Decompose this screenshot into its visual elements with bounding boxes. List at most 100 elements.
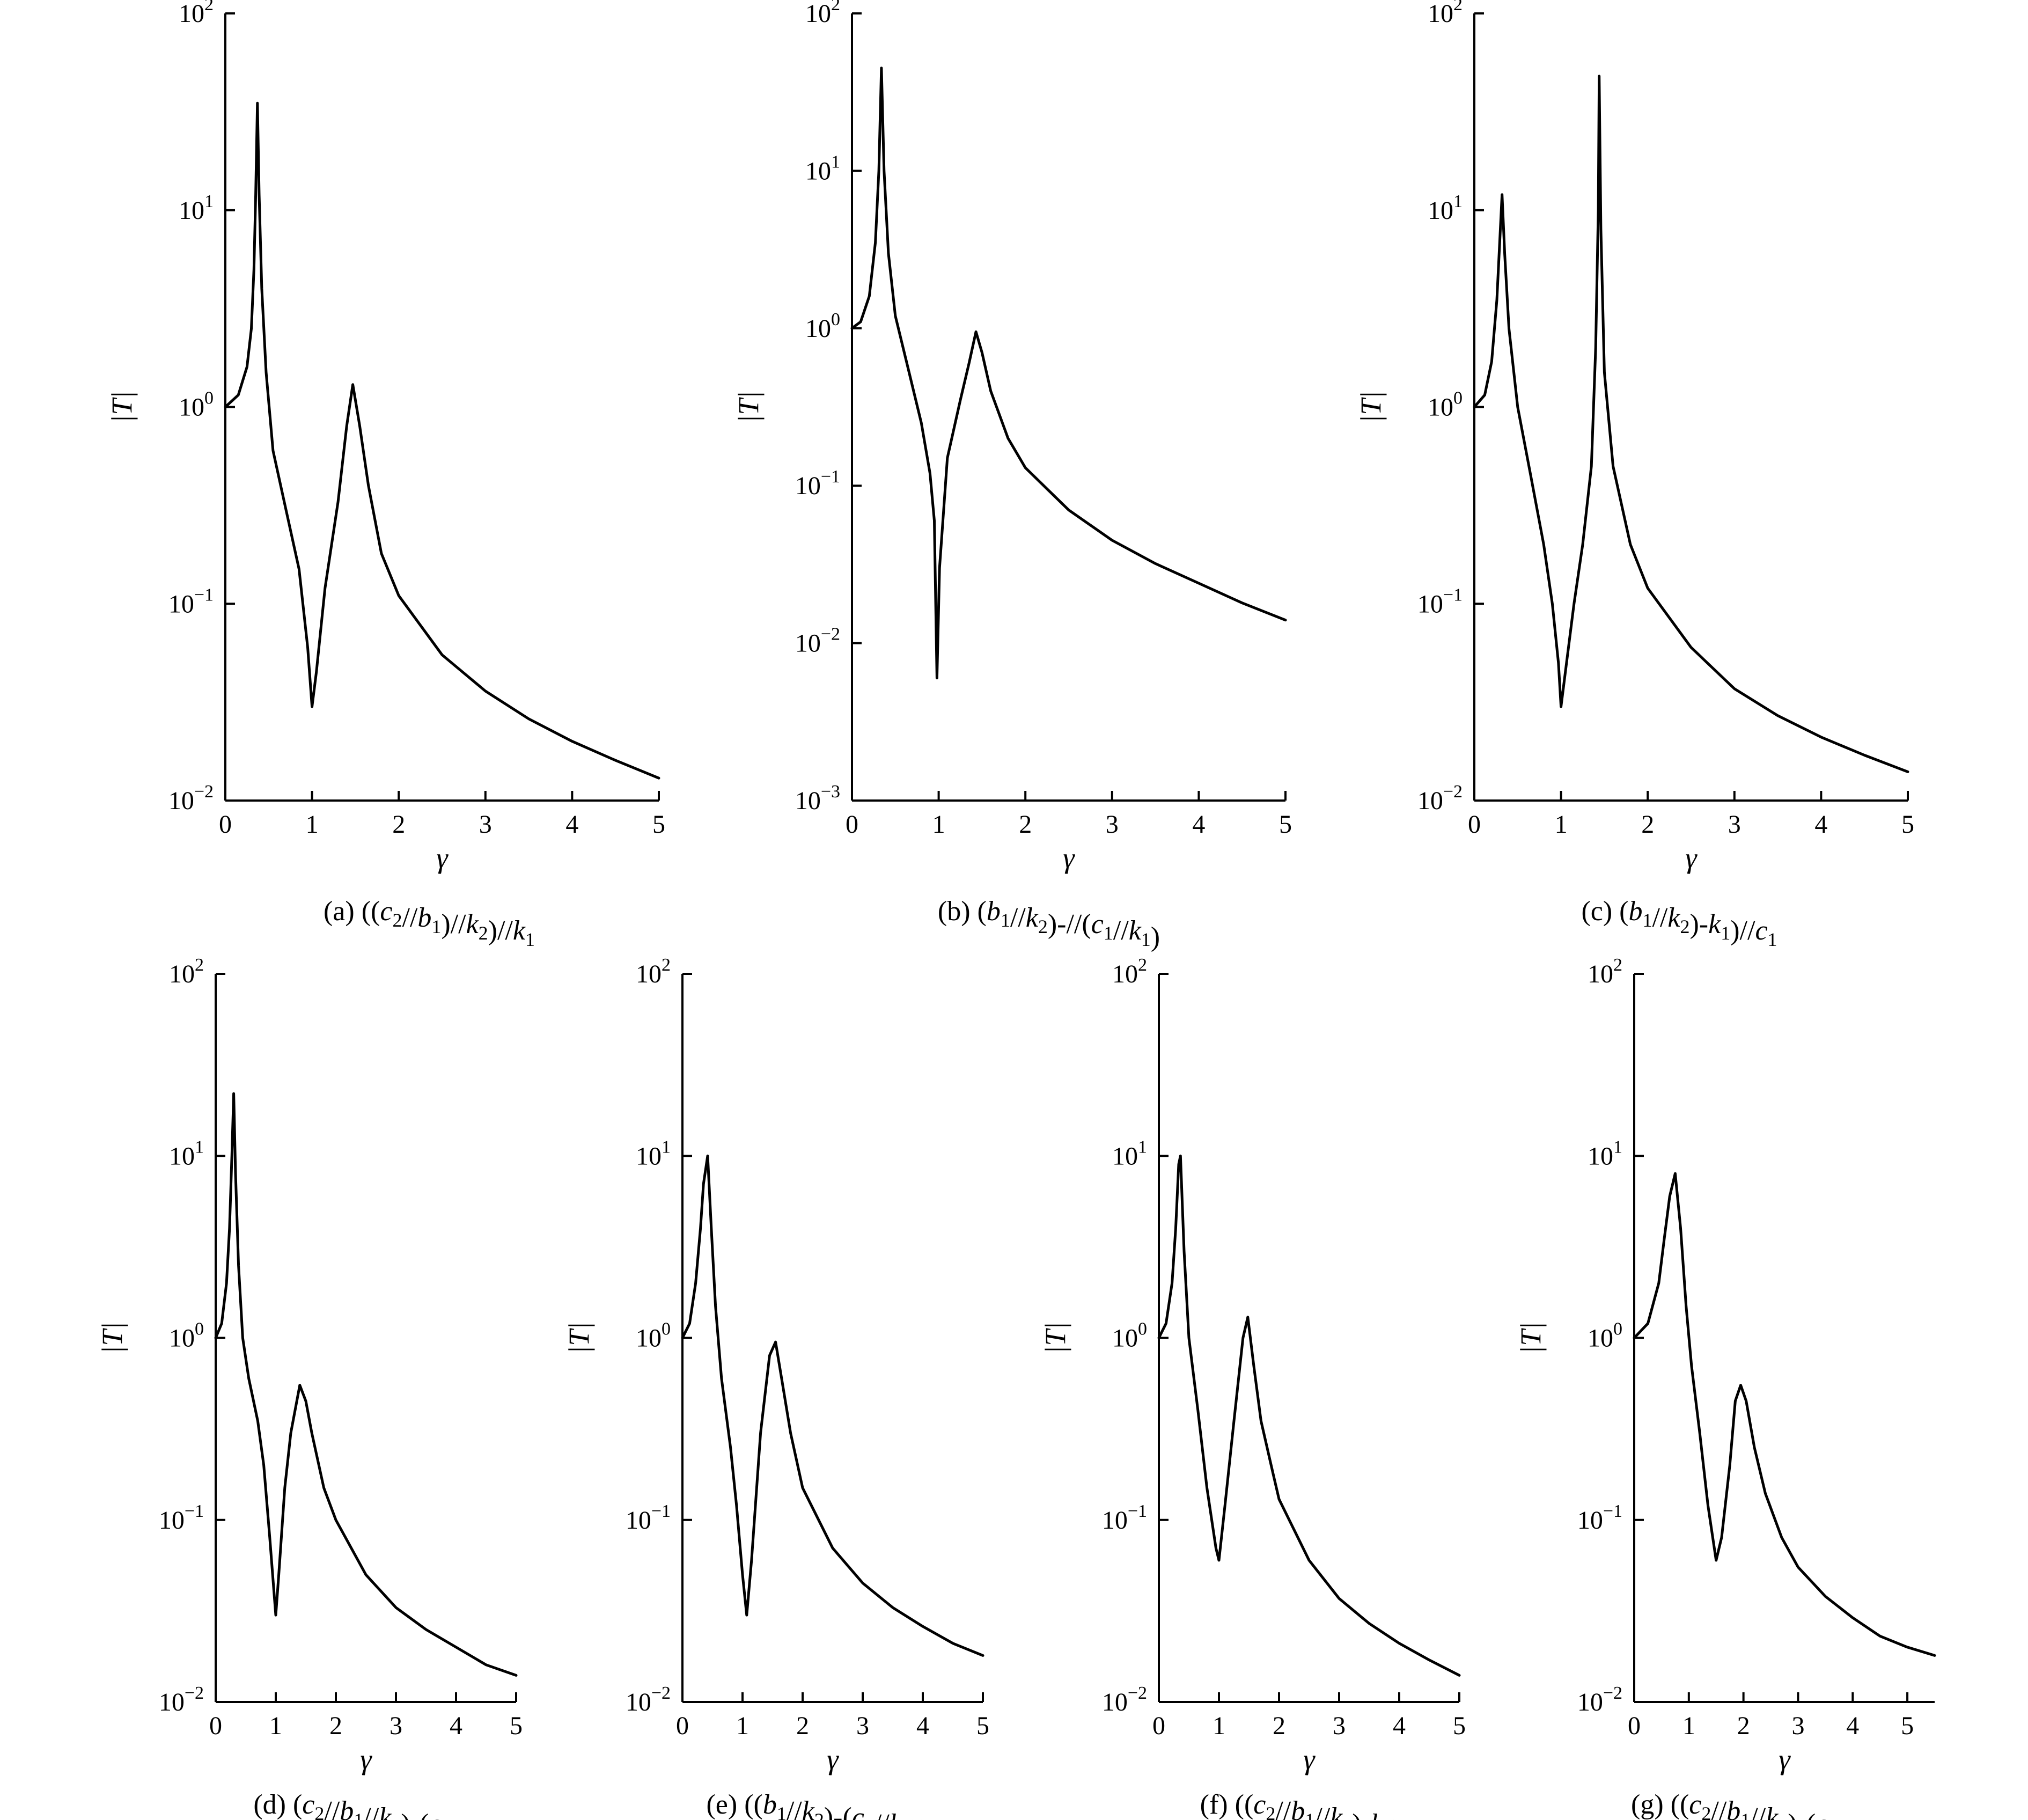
x-tick-label: 0 <box>219 810 232 839</box>
x-tick-label: 5 <box>1901 1712 1914 1740</box>
x-tick-label: 3 <box>479 810 492 839</box>
y-tick-label: 10−1 <box>1577 1501 1622 1535</box>
y-tick-label: 102 <box>169 955 204 988</box>
x-tick-label: 3 <box>1333 1712 1346 1740</box>
x-tick-label: 2 <box>796 1712 809 1740</box>
x-tick-label: 4 <box>1846 1712 1859 1740</box>
x-axis-label: γ <box>436 842 449 874</box>
x-tick-label: 5 <box>1279 810 1292 839</box>
y-tick-label: 102 <box>805 0 840 28</box>
y-tick-label: 101 <box>805 152 840 185</box>
y-axis-label: |T| <box>563 1322 595 1354</box>
series-line <box>1157 1154 1461 1677</box>
x-tick-label: 5 <box>1901 810 1914 839</box>
x-tick-label: 3 <box>1106 810 1119 839</box>
y-tick-label: 10−1 <box>168 585 214 618</box>
y-tick-label: 10−2 <box>795 625 840 658</box>
panel-caption: (c) (b1//k2)-k1)//c1 <box>1581 896 1777 950</box>
y-tick-label: 102 <box>179 0 214 28</box>
y-tick-label: 101 <box>1112 1137 1147 1170</box>
x-tick-label: 5 <box>652 810 665 839</box>
panel-e: 10−2 10−1 100 101 102 0 1 2 3 4 5 γ |T| (e) ((b1//k2)… <box>563 955 989 1820</box>
panel-caption: (g) ((c2//b1//k2)-(c1//k1))//c3 <box>1631 1789 1931 1820</box>
x-axis-label: γ <box>1779 1743 1791 1775</box>
y-axis-label: |T| <box>732 391 765 423</box>
y-tick-label: 10−2 <box>1577 1683 1622 1716</box>
x-tick-label: 3 <box>1791 1712 1804 1740</box>
y-tick-label: 102 <box>1112 955 1147 988</box>
x-tick-label: 2 <box>392 810 405 839</box>
y-axis-label: |T| <box>96 1322 128 1354</box>
y-tick-label: 10−1 <box>1417 585 1463 618</box>
panel-f: 10−2 10−1 100 101 102 0 1 2 3 4 5 γ |T| (f) ((c2//b1/… <box>1039 955 1466 1820</box>
x-tick-label: 1 <box>1213 1712 1225 1740</box>
x-tick-label: 1 <box>932 810 945 839</box>
x-tick-label: 0 <box>846 810 858 839</box>
y-tick-label: 100 <box>169 1319 204 1353</box>
x-axis-label: γ <box>360 1743 372 1775</box>
y-tick-label: 10−1 <box>795 467 840 500</box>
series-line <box>214 1092 518 1677</box>
y-tick-label: 101 <box>1588 1137 1622 1170</box>
y-tick-label: 10−2 <box>626 1683 671 1716</box>
x-tick-label: 3 <box>1728 810 1741 839</box>
x-tick-label: 0 <box>1152 1712 1165 1740</box>
y-tick-label: 10−1 <box>1102 1501 1147 1535</box>
y-tick-label: 10−2 <box>1417 782 1463 815</box>
y-axis-label: |T| <box>106 391 138 423</box>
x-tick-label: 2 <box>1019 810 1032 839</box>
y-tick-label: 101 <box>169 1137 204 1170</box>
y-tick-label: 100 <box>636 1319 671 1353</box>
y-tick-label: 101 <box>1428 192 1463 225</box>
panel-c: 10−2 10−1 100 101 102 0 1 2 3 4 5 γ |T| (c) (b1//k2)-… <box>1355 0 1914 950</box>
y-tick-label: 10−1 <box>159 1501 204 1535</box>
x-tick-label: 4 <box>916 1712 929 1740</box>
x-tick-label: 2 <box>329 1712 342 1740</box>
x-tick-label: 4 <box>1814 810 1827 839</box>
x-axis-label: γ <box>1303 1743 1316 1775</box>
x-axis-label: γ <box>1063 842 1075 874</box>
series-line <box>1633 1172 1936 1657</box>
y-tick-label: 100 <box>1428 388 1463 422</box>
y-tick-label: 10−3 <box>795 782 840 815</box>
y-tick-label: 101 <box>636 1137 671 1170</box>
x-tick-label: 5 <box>976 1712 989 1740</box>
x-tick-label: 0 <box>676 1712 689 1740</box>
panel-caption: (e) ((b1//k2)-(c1//k1))//c3 <box>706 1789 967 1820</box>
x-tick-label: 2 <box>1273 1712 1285 1740</box>
x-tick-label: 4 <box>1192 810 1205 839</box>
y-tick-label: 10−1 <box>626 1501 671 1535</box>
y-tick-label: 100 <box>1112 1319 1147 1353</box>
y-tick-label: 102 <box>1588 955 1622 988</box>
panel-g: 10−2 10−1 100 101 102 0 1 2 3 4 5 γ |T| (g) ((c2//b1/… <box>1515 955 1936 1820</box>
series-line <box>224 101 660 780</box>
panel-a: 10−2 10−1 100 101 102 0 1 2 3 4 5 γ |T| (a) ((c2//b1)… <box>106 0 665 950</box>
panel-caption: (d) (c2//b1//k2)-(c1//k1) <box>253 1789 497 1820</box>
x-tick-label: 1 <box>1555 810 1568 839</box>
y-tick-label: 102 <box>1428 0 1463 28</box>
y-axis-label: |T| <box>1515 1322 1547 1354</box>
y-tick-label: 102 <box>636 955 671 988</box>
panel-b: 10−3 10−2 10−1 100 101 102 0 1 2 3 4 5 γ |T| (b) (b1//… <box>732 0 1292 952</box>
y-tick-label: 10−2 <box>1102 1683 1147 1716</box>
x-tick-label: 3 <box>856 1712 869 1740</box>
series-line <box>681 1154 984 1657</box>
x-tick-label: 0 <box>1628 1712 1641 1740</box>
y-tick-label: 10−2 <box>159 1683 204 1716</box>
series-line <box>1473 75 1909 773</box>
x-axis-label: γ <box>1685 842 1698 874</box>
x-tick-label: 5 <box>510 1712 523 1740</box>
panel-caption: (b) (b1//k2)-//(c1//k1) <box>938 896 1160 952</box>
x-tick-label: 2 <box>1641 810 1654 839</box>
x-tick-label: 5 <box>1453 1712 1466 1740</box>
x-tick-label: 4 <box>565 810 578 839</box>
y-axis-label: |T| <box>1039 1322 1071 1354</box>
series-line <box>850 67 1287 680</box>
y-tick-label: 101 <box>179 192 214 225</box>
x-tick-label: 0 <box>1468 810 1481 839</box>
x-tick-label: 1 <box>1682 1712 1695 1740</box>
panel-caption: (f) ((c2//b1//k2)-k1)//c3 <box>1200 1789 1440 1820</box>
x-tick-label: 4 <box>1393 1712 1406 1740</box>
x-tick-label: 1 <box>306 810 319 839</box>
